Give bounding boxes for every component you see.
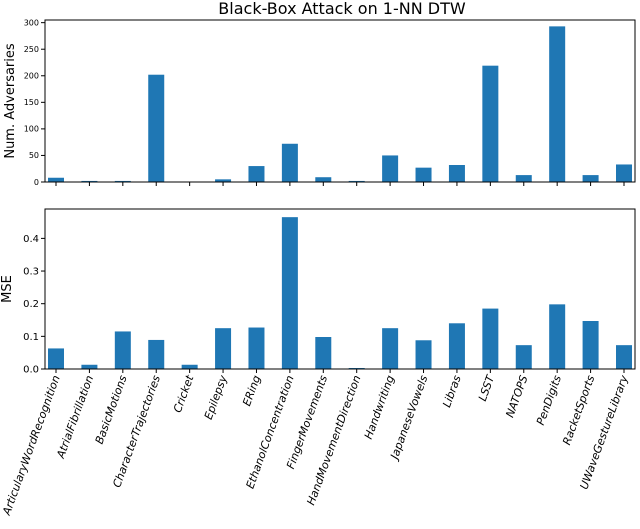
adversaries-bar-epilepsy	[215, 179, 232, 182]
mse-bar-ering	[248, 327, 265, 369]
adversaries-bar-articularywordrecognition	[48, 177, 64, 182]
adversaries-y-tick-label: 200	[24, 72, 39, 81]
adversaries-y-tick-label: 50	[29, 151, 39, 160]
mse-y-tick-label: 0.3	[23, 267, 39, 278]
adversaries-bar-japanesevowels	[415, 167, 432, 182]
adversaries-bar-charactertrajectories	[148, 74, 165, 182]
mse-bar-libras	[448, 323, 465, 369]
adversaries-bar-uwavegesturelibrary	[616, 164, 632, 182]
chart-title: Black-Box Attack on 1-NN DTW	[218, 0, 466, 18]
mse-bar-epilepsy	[215, 328, 232, 369]
x-tick-label-pendigits: PenDigits	[534, 373, 564, 427]
mse-bar-basicmotions	[114, 331, 131, 369]
adversaries-bar-atrialfibrillation	[81, 180, 98, 182]
x-tick-label-racketsports: RacketSports	[560, 373, 597, 446]
adversaries-bar-racketsports	[582, 175, 599, 182]
adversaries-y-tick-label: 0	[34, 178, 39, 187]
x-tick-label-handwriting: Handwriting	[362, 374, 397, 441]
mse-bar-natops	[515, 345, 532, 369]
x-tick-label-natops: NATOPS	[503, 374, 530, 420]
adversaries-bar-ethanolconcentration	[281, 143, 298, 182]
y-axis-label-adversaries: Num. Adversaries	[3, 43, 18, 159]
adversaries-y-tick-label: 100	[24, 125, 39, 134]
mse-bar-pendigits	[549, 304, 566, 369]
adversaries-axes-frame	[44, 19, 636, 183]
x-tick-label-epilepsy: Epilepsy	[202, 373, 230, 421]
adversaries-bar-libras	[448, 165, 465, 182]
mse-y-tick-label: 0.0	[23, 365, 39, 376]
adversaries-bar-fingermovements	[315, 177, 332, 182]
mse-bar-atrialfibrillation	[81, 364, 98, 369]
mse-bar-chart: 0.0 0.1 0.2 0.3 0.4 ArticularyWordRecognition…	[0, 208, 636, 518]
x-tick-label-basicmotions: BasicMotions	[93, 373, 130, 445]
mse-y-tick-label: 0.2	[23, 299, 39, 310]
adversaries-bar-natops	[515, 175, 532, 182]
mse-axes-frame	[44, 208, 636, 370]
adversaries-bar-handmovementdirection	[348, 180, 365, 182]
adversaries-bar-handwriting	[382, 155, 399, 182]
mse-bar-charactertrajectories	[148, 339, 165, 369]
mse-y-tick-label: 0.1	[23, 332, 39, 343]
mse-y-tick-label: 0.4	[23, 234, 39, 245]
mse-bar-ethanolconcentration	[281, 217, 298, 369]
y-axis-label-mse: MSE	[0, 275, 15, 303]
mse-bar-japanesevowels	[415, 340, 432, 369]
x-tick-label-lsst: LSST	[476, 372, 498, 402]
x-tick-label-japanesevowels: JapaneseVowels	[387, 373, 430, 462]
adversaries-bar-lsst	[482, 65, 499, 182]
x-tick-label-libras: Libras	[440, 373, 464, 409]
x-tick-label-atrialfibrillation: AtrialFibrillation	[54, 374, 96, 461]
adversaries-bar-ering	[248, 166, 265, 182]
mse-bar-handwriting	[382, 328, 399, 369]
x-tick-label-cricket: Cricket	[171, 373, 197, 415]
adversaries-y-tick-label: 250	[24, 45, 39, 54]
x-tick-label-ering: ERing	[240, 374, 263, 408]
mse-bar-articularywordrecognition	[48, 348, 64, 369]
adversaries-y-tick-label: 300	[24, 18, 39, 27]
adversaries-bar-basicmotions	[114, 180, 131, 182]
mse-bar-uwavegesturelibrary	[616, 345, 632, 369]
mse-bar-cricket	[181, 364, 198, 369]
adversaries-bar-pendigits	[549, 26, 566, 183]
mse-bar-racketsports	[582, 321, 599, 369]
x-tick-label-articularywordrecognition: ArticularyWordRecognition	[0, 374, 63, 518]
mse-bar-lsst	[482, 308, 499, 369]
adversaries-y-tick-label: 150	[24, 98, 39, 107]
mse-bar-fingermovements	[315, 337, 332, 369]
adversaries-bar-chart: 0 50 100 150 200 250 300	[24, 18, 636, 187]
